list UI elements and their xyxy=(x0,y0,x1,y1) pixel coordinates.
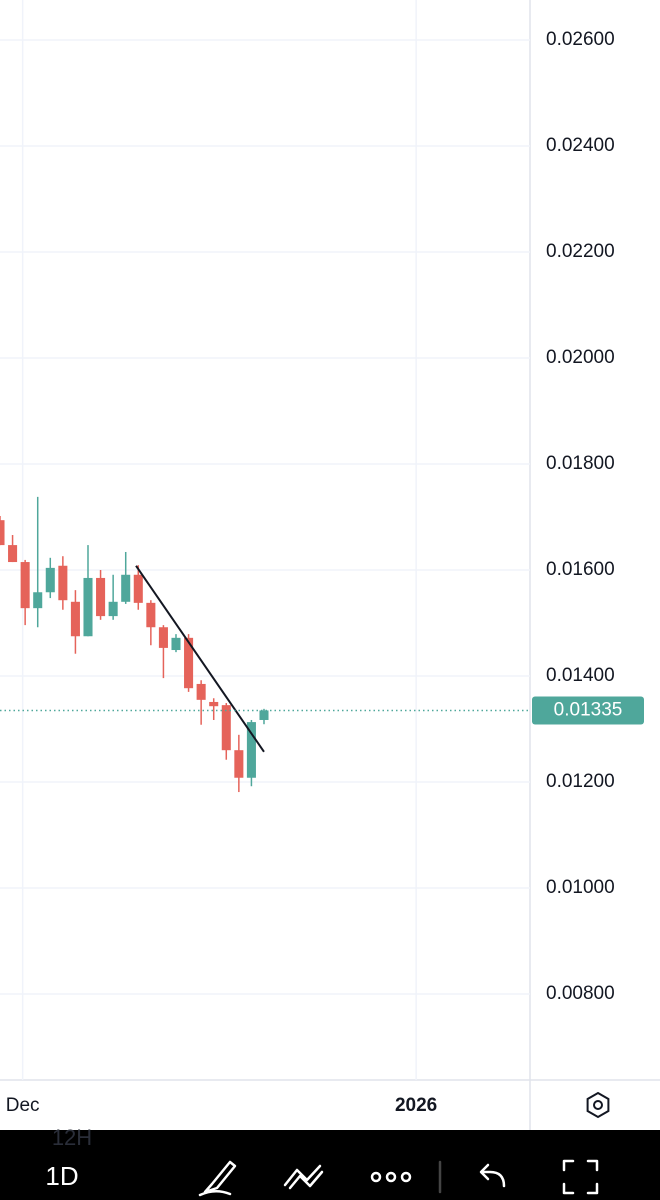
x-tick-label: Dec xyxy=(6,1095,40,1116)
candle-body xyxy=(108,601,118,617)
candle-body xyxy=(146,602,156,628)
candle-body xyxy=(45,567,55,593)
candle-body xyxy=(121,574,131,602)
candle-body xyxy=(221,705,231,751)
candle-body xyxy=(171,637,181,651)
settings-dot xyxy=(593,1100,603,1110)
settings-icon[interactable] xyxy=(586,1091,610,1119)
candle-body xyxy=(0,520,5,546)
candle-body xyxy=(259,710,269,720)
price-label-box xyxy=(532,696,644,725)
trendline xyxy=(135,565,265,753)
y-tick-label: 0.02000 xyxy=(546,347,615,368)
y-tick-label: 0.01000 xyxy=(546,877,615,898)
candle-body xyxy=(33,592,43,609)
more-icon[interactable] xyxy=(370,1171,412,1183)
candle-body xyxy=(83,577,93,637)
y-tick-label: 0.02200 xyxy=(546,241,615,262)
candle-body xyxy=(209,701,219,707)
interval-button[interactable]: 1D xyxy=(45,1161,78,1191)
toolbar xyxy=(0,1130,660,1200)
y-tick-label: 0.02400 xyxy=(546,135,615,156)
candle-body xyxy=(246,722,256,778)
y-tick-label: 0.01400 xyxy=(546,665,615,686)
y-tick-label: 0.01600 xyxy=(546,559,615,580)
trend-icon[interactable] xyxy=(283,1164,324,1190)
x-tick-label: 2026 xyxy=(395,1095,437,1116)
draw-icon[interactable] xyxy=(198,1160,237,1197)
settings-hex xyxy=(586,1091,610,1119)
candle-body xyxy=(96,577,106,617)
candle-body xyxy=(234,750,244,778)
candle-body xyxy=(70,601,80,637)
y-tick-label: 0.02600 xyxy=(546,29,615,50)
candle-body xyxy=(158,627,168,648)
y-tick-label: 0.00800 xyxy=(546,983,615,1004)
price-label: 0.01335 xyxy=(554,699,623,720)
candle-body xyxy=(8,545,18,563)
undo-icon[interactable] xyxy=(479,1163,506,1188)
candle-body xyxy=(58,565,68,601)
y-tick-label: 0.01200 xyxy=(546,771,615,792)
y-tick-label: 0.01800 xyxy=(546,453,615,474)
candle-body xyxy=(20,562,30,609)
candle-body xyxy=(184,637,194,689)
previous-interval: 12H xyxy=(52,1125,92,1150)
candle-body xyxy=(133,574,143,603)
fullscreen-icon[interactable] xyxy=(562,1159,599,1195)
candle-body xyxy=(196,683,206,700)
